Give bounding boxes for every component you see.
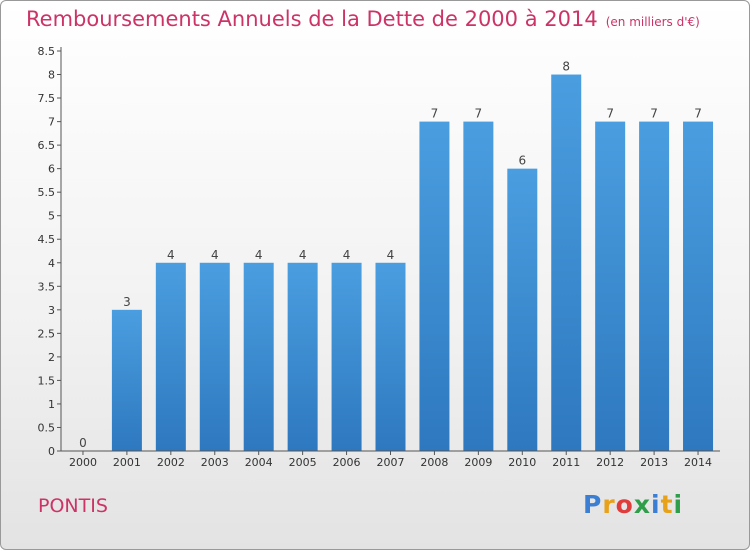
x-tick-label: 2000 [69,456,97,469]
bar [595,121,626,452]
bar [331,262,362,451]
bar [111,309,142,451]
y-tick-label: 7.5 [38,92,56,105]
chart-title-block: Remboursements Annuels de la Dette de 20… [26,7,700,31]
y-tick-label: 8.5 [38,45,56,58]
x-tick-label: 2003 [201,456,229,469]
commune-name: PONTIS [38,495,108,517]
data-label: 7 [475,107,483,121]
bar [639,121,670,452]
x-tick-label: 2008 [420,456,448,469]
data-label: 0 [79,436,87,450]
bar [243,262,274,451]
data-label: 7 [431,107,439,121]
y-tick-label: 6 [48,163,55,176]
data-label: 7 [694,107,702,121]
bar [287,262,318,451]
y-tick-label: 4.5 [38,233,56,246]
y-tick-label: 4 [48,257,55,270]
bar [507,168,538,451]
bar [419,121,450,452]
proxiti-logo: Proxiti [583,490,684,519]
data-label: 7 [606,107,614,121]
y-tick-label: 8 [48,69,55,82]
x-tick-label: 2007 [377,456,405,469]
data-label: 4 [387,248,395,262]
data-label: 4 [211,248,219,262]
y-tick-label: 7 [48,116,55,129]
data-label: 4 [167,248,175,262]
x-tick-label: 2002 [157,456,185,469]
bar [155,262,186,451]
x-tick-label: 2012 [596,456,624,469]
data-label: 4 [299,248,307,262]
data-label: 4 [255,248,263,262]
y-tick-label: 3.5 [38,280,56,293]
y-tick-label: 5 [48,210,55,223]
x-tick-label: 2006 [333,456,361,469]
y-tick-label: 0.5 [38,421,56,434]
y-tick-label: 2 [48,351,55,364]
data-label: 6 [518,154,526,168]
y-tick-label: 6.5 [38,139,56,152]
data-label: 8 [562,60,570,74]
x-tick-label: 2005 [289,456,317,469]
bar [683,121,714,452]
bar [463,121,494,452]
bar [199,262,230,451]
x-tick-label: 2014 [684,456,712,469]
x-tick-label: 2011 [552,456,580,469]
y-tick-label: 0 [48,445,55,458]
y-tick-label: 1.5 [38,374,56,387]
x-tick-label: 2009 [464,456,492,469]
chart-unit-label: (en milliers d'€) [605,15,700,29]
data-label: 4 [343,248,351,262]
bar [375,262,406,451]
y-tick-label: 1 [48,398,55,411]
x-tick-label: 2010 [508,456,536,469]
x-tick-label: 2001 [113,456,141,469]
data-label: 3 [123,295,131,309]
bar [551,74,582,451]
y-tick-label: 3 [48,304,55,317]
y-tick-label: 5.5 [38,186,56,199]
chart-title: Remboursements Annuels de la Dette de 20… [26,7,598,31]
y-tick-label: 2.5 [38,327,56,340]
x-tick-label: 2004 [245,456,273,469]
x-tick-label: 2013 [640,456,668,469]
data-label: 7 [650,107,658,121]
